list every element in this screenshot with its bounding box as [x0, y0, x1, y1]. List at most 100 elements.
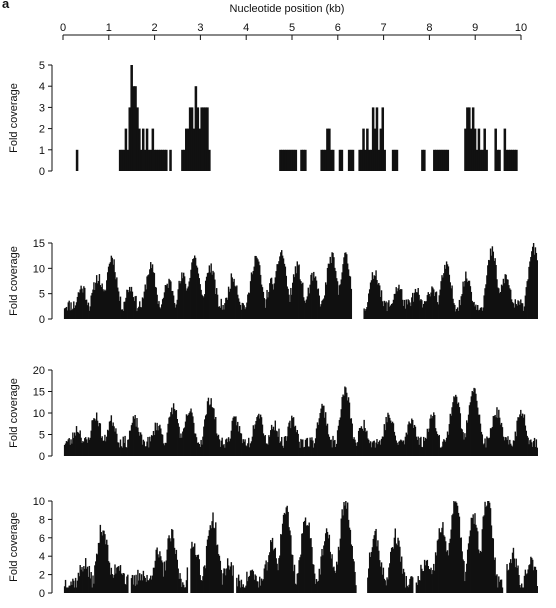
coverage-bar [178, 578, 180, 593]
coverage-bar [487, 265, 489, 319]
coverage-bar [499, 424, 502, 456]
coverage-bar [380, 562, 383, 593]
coverage-bar [350, 288, 353, 319]
coverage-bar [534, 447, 537, 456]
coverage-bar [468, 107, 471, 171]
coverage-bar [428, 428, 430, 456]
coverage-bar [433, 296, 436, 319]
coverage-bar [510, 559, 512, 593]
coverage-bar [403, 299, 406, 319]
coverage-bar [428, 568, 430, 593]
coverage-bar [65, 587, 68, 593]
coverage-bar [294, 266, 297, 319]
coverage-bar [533, 566, 536, 593]
coverage-bar [145, 581, 147, 593]
coverage-bar [204, 294, 206, 319]
coverage-bar [482, 444, 484, 456]
coverage-bar [322, 299, 324, 319]
coverage-bar [434, 149, 438, 171]
coverage-bar [435, 555, 438, 593]
coverage-bar [232, 565, 234, 593]
coverage-bar [289, 530, 291, 593]
coverage-bar [422, 436, 425, 456]
coverage-bar [476, 527, 478, 593]
coverage-bar [327, 538, 330, 593]
coverage-bar [495, 575, 497, 593]
coverage-bar [282, 447, 285, 456]
coverage-bar [227, 565, 230, 593]
y-tick-label: 4 [39, 551, 45, 563]
coverage-bar [249, 570, 252, 593]
coverage-bar [95, 553, 98, 593]
coverage-bar [159, 149, 162, 171]
coverage-bar [511, 302, 514, 319]
coverage-bar [140, 149, 143, 171]
coverage-bar [276, 264, 278, 319]
coverage-bar [221, 584, 223, 593]
coverage-bar [301, 283, 303, 319]
coverage-bar [287, 511, 289, 593]
coverage-bar [216, 435, 219, 456]
coverage-bar [319, 413, 321, 456]
coverage-bar [402, 568, 405, 593]
coverage-bar [535, 569, 538, 593]
coverage-bar [127, 574, 129, 593]
coverage-bar [308, 446, 310, 456]
coverage-bar [268, 291, 270, 319]
coverage-bar [247, 294, 249, 319]
coverage-bar [458, 407, 461, 456]
coverage-bar [535, 439, 538, 456]
coverage-bar [74, 577, 77, 593]
coverage-bar [358, 149, 361, 171]
coverage-bar [279, 256, 281, 319]
coverage-bar [312, 440, 314, 456]
coverage-bar [393, 293, 396, 319]
coverage-bar [230, 430, 233, 456]
coverage-bar [177, 423, 179, 456]
coverage-bar [453, 501, 455, 593]
y-tick-label: 0 [39, 451, 45, 463]
coverage-bar [292, 555, 294, 593]
coverage-bar [366, 307, 368, 319]
coverage-bar [124, 301, 126, 319]
coverage-bar [338, 550, 341, 593]
coverage-bar [225, 439, 227, 456]
coverage-bar [86, 566, 89, 593]
coverage-bar [178, 426, 180, 456]
coverage-bar [296, 573, 298, 593]
coverage-bar [303, 446, 306, 456]
coverage-bar [307, 525, 309, 593]
coverage-bar [204, 280, 207, 319]
coverage-bar [131, 291, 134, 319]
coverage-bar [193, 258, 195, 319]
coverage-bar [401, 573, 404, 593]
coverage-bar [417, 576, 419, 593]
y-tick-label: 5 [39, 430, 45, 442]
coverage-bar [371, 272, 374, 319]
coverage-bar [433, 570, 436, 593]
coverage-bar [498, 576, 500, 593]
coverage-bar [85, 299, 88, 319]
coverage-bar [410, 424, 412, 456]
coverage-bar [163, 149, 166, 171]
coverage-bar [322, 149, 325, 171]
coverage-bar [515, 436, 517, 456]
coverage-bar [114, 272, 116, 319]
coverage-bar [161, 434, 163, 456]
coverage-bar [75, 149, 79, 171]
coverage-bar [455, 501, 457, 593]
coverage-bar [123, 301, 125, 319]
coverage-bar [329, 256, 331, 319]
coverage-bar [368, 439, 370, 456]
coverage-bar [114, 564, 116, 593]
coverage-bar [261, 287, 264, 319]
coverage-bar [300, 554, 302, 593]
coverage-bar [454, 502, 456, 593]
coverage-bar [190, 548, 192, 593]
coverage-bar [151, 264, 154, 319]
coverage-bar [372, 278, 375, 319]
coverage-bar [500, 284, 503, 319]
coverage-bar [86, 305, 89, 319]
coverage-bar [526, 281, 528, 319]
coverage-bar [521, 583, 523, 593]
